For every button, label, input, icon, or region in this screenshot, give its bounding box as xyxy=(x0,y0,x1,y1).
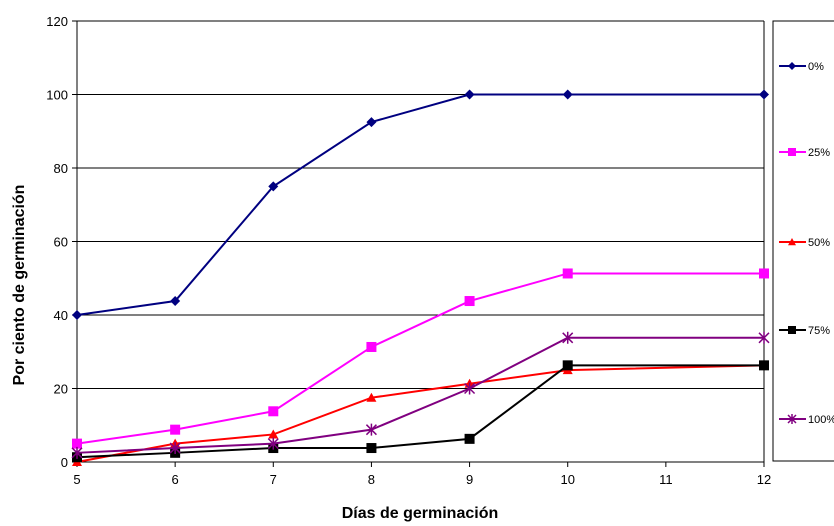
x-axis-title: Días de germinación xyxy=(342,505,499,522)
y-axis-title: Por ciento de germinación xyxy=(11,185,28,386)
data-point xyxy=(169,442,181,455)
y-tick-label: 100 xyxy=(46,88,68,103)
data-point xyxy=(170,296,181,307)
series-100% xyxy=(71,331,770,459)
x-tick-label: 10 xyxy=(560,472,574,487)
legend-item: 0% xyxy=(779,61,824,73)
data-point xyxy=(268,406,279,417)
y-tick-label: 60 xyxy=(54,235,68,250)
gridlines xyxy=(77,20,764,389)
y-tick-label: 80 xyxy=(54,161,68,176)
legend-label: 25% xyxy=(808,147,830,159)
legend-label: 0% xyxy=(808,61,824,73)
data-point xyxy=(71,446,83,459)
data-point xyxy=(365,423,377,436)
data-point xyxy=(562,360,573,371)
series-line xyxy=(76,272,764,445)
data-point xyxy=(758,331,770,344)
data-point xyxy=(72,438,82,449)
series-0% xyxy=(72,89,769,320)
data-point xyxy=(759,89,769,100)
legend-item: 75% xyxy=(779,325,830,337)
series-line xyxy=(76,93,764,316)
data-point xyxy=(788,238,796,246)
data-point xyxy=(788,148,796,156)
y-tick-label: 40 xyxy=(54,308,68,323)
y-tick-label: 120 xyxy=(46,14,68,29)
data-point xyxy=(562,268,573,279)
x-tick-label: 8 xyxy=(368,472,375,487)
data-point xyxy=(562,89,573,100)
data-point xyxy=(787,414,797,424)
series-25% xyxy=(72,268,769,449)
data-point xyxy=(464,382,476,395)
x-tick-label: 9 xyxy=(466,472,473,487)
data-point xyxy=(366,117,377,128)
data-point xyxy=(268,429,279,439)
data-point xyxy=(788,62,796,70)
data-point xyxy=(72,310,82,320)
data-point xyxy=(562,331,574,344)
data-point xyxy=(464,89,475,100)
x-tick-label: 6 xyxy=(172,472,179,487)
data-point xyxy=(170,424,181,435)
series-layer xyxy=(71,89,770,466)
y-tick-label: 20 xyxy=(54,382,68,397)
data-point xyxy=(267,437,279,450)
data-point xyxy=(366,443,377,454)
y-tick-label: 0 xyxy=(61,455,68,470)
series-line xyxy=(76,336,764,454)
x-axis-ticks: 5 6 7 8 9 10 11 12 xyxy=(73,462,771,487)
legend-item: 25% xyxy=(779,147,830,159)
data-point xyxy=(366,341,377,352)
legend-label: 75% xyxy=(808,325,830,337)
data-point xyxy=(759,268,769,279)
data-point xyxy=(464,433,475,444)
data-point xyxy=(464,296,475,307)
data-point xyxy=(366,392,377,402)
data-point xyxy=(759,360,769,371)
legend: 0% 25% 50% 75% 100% xyxy=(772,20,834,462)
legend-item: 100% xyxy=(779,414,834,426)
legend-label: 100% xyxy=(808,414,834,426)
x-tick-label: 5 xyxy=(73,472,80,487)
data-point xyxy=(268,181,279,192)
legend-label: 50% xyxy=(808,237,830,249)
x-tick-label: 12 xyxy=(757,472,771,487)
x-tick-label: 11 xyxy=(659,472,673,487)
x-tick-label: 7 xyxy=(270,472,277,487)
legend-item: 50% xyxy=(779,237,830,249)
data-point xyxy=(788,326,796,334)
y-axis-ticks: 0 20 40 60 80 100 120 xyxy=(46,14,77,470)
